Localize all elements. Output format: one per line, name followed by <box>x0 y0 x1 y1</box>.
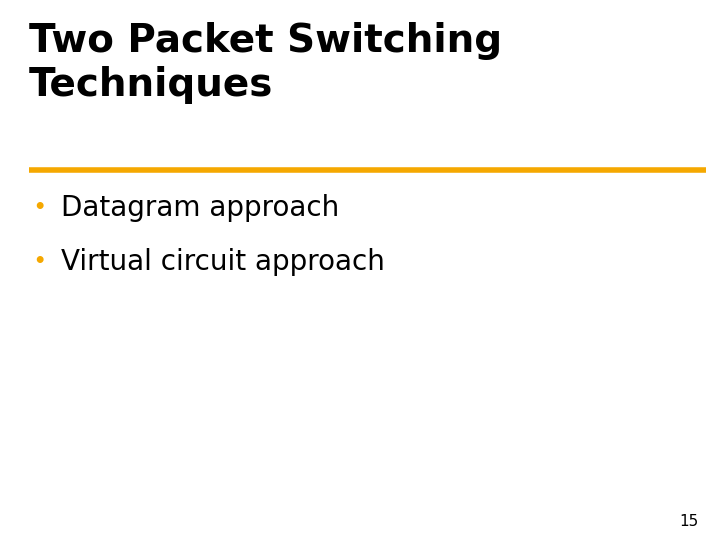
Text: 15: 15 <box>679 514 698 529</box>
Text: Datagram approach: Datagram approach <box>61 194 339 222</box>
Text: •: • <box>33 252 46 272</box>
Text: •: • <box>33 198 46 218</box>
Text: Virtual circuit approach: Virtual circuit approach <box>61 248 385 276</box>
Text: Two Packet Switching
Techniques: Two Packet Switching Techniques <box>29 22 502 104</box>
